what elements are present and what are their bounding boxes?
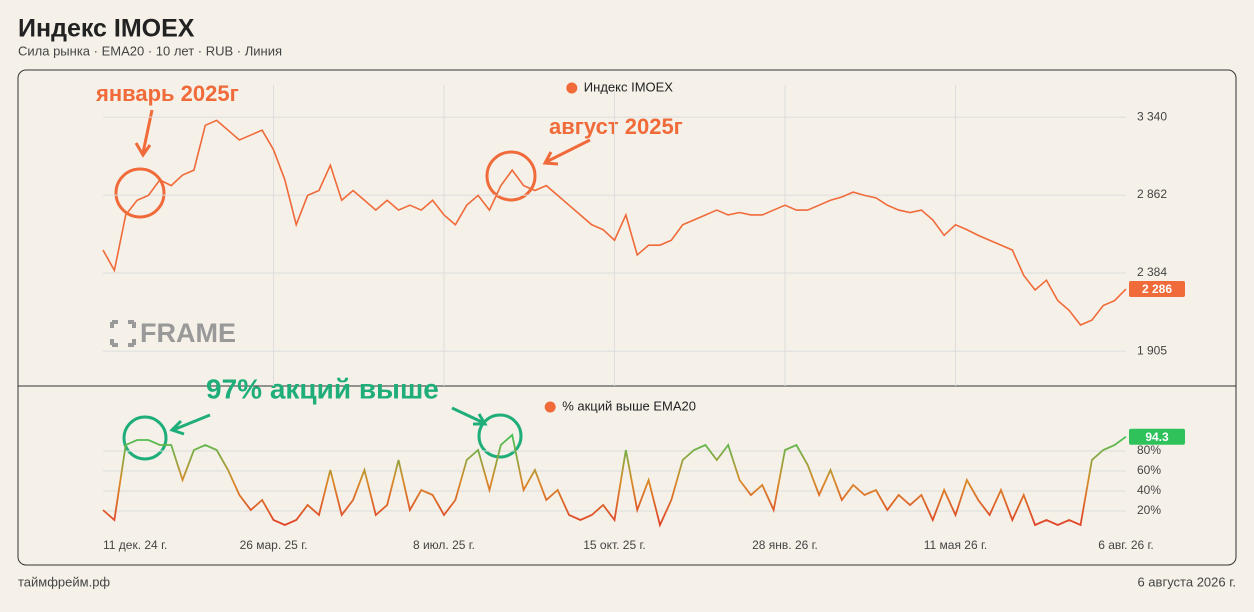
x-tick-label: 28 янв. 26 г.	[752, 538, 818, 552]
watermark: FRAME	[140, 318, 236, 348]
y-tick-label: 2 862	[1137, 187, 1167, 201]
y-tick-label: 40%	[1137, 483, 1161, 497]
chart-frame	[17, 69, 1237, 566]
legend-label: % акций выше EMA20	[562, 398, 696, 413]
annotation: январь 2025г	[95, 81, 239, 106]
subtitle: Сила рынка · EMA20 · 10 лет · RUB · Лини…	[18, 43, 282, 58]
annotation-shapes-green	[122, 406, 523, 461]
y-tick-label: 1 905	[1137, 343, 1167, 357]
footer-source: таймфрейм.рф	[18, 574, 110, 589]
legend-marker	[544, 401, 556, 413]
last-value-label: 94.3	[1145, 430, 1169, 444]
x-tick-label: 11 мая 26 г.	[924, 538, 987, 552]
y-tick-label: 3 340	[1137, 109, 1167, 123]
last-value-badge	[1129, 428, 1185, 445]
x-tick-label: 8 июл. 25 г.	[413, 538, 475, 552]
title: Индекс IMOEX	[18, 15, 195, 43]
annotation: август 2025г	[549, 114, 683, 139]
line	[102, 119, 1127, 327]
annotation: 97% акций выше	[206, 373, 439, 404]
y-tick-label: 2 384	[1137, 265, 1167, 279]
legend-label: Индекс IMOEX	[584, 79, 674, 94]
legend-marker	[566, 82, 578, 94]
annotation-shapes	[114, 109, 591, 219]
last-value-badge	[1129, 281, 1185, 298]
y-tick-label: 20%	[1137, 503, 1161, 517]
y-tick-label: 60%	[1137, 463, 1161, 477]
y-tick-label: 80%	[1137, 443, 1161, 457]
line	[102, 433, 1127, 528]
x-tick-label: 26 мар. 25 г.	[240, 538, 308, 552]
last-value-label: 2 286	[1142, 282, 1172, 296]
x-tick-label: 11 дек. 24 г.	[103, 538, 167, 552]
footer-date: 6 августа 2026 г.	[1137, 574, 1236, 589]
watermark-logo	[110, 320, 136, 347]
x-tick-label: 15 окт. 25 г.	[583, 538, 646, 552]
x-tick-label: 6 авг. 26 г.	[1098, 538, 1154, 552]
